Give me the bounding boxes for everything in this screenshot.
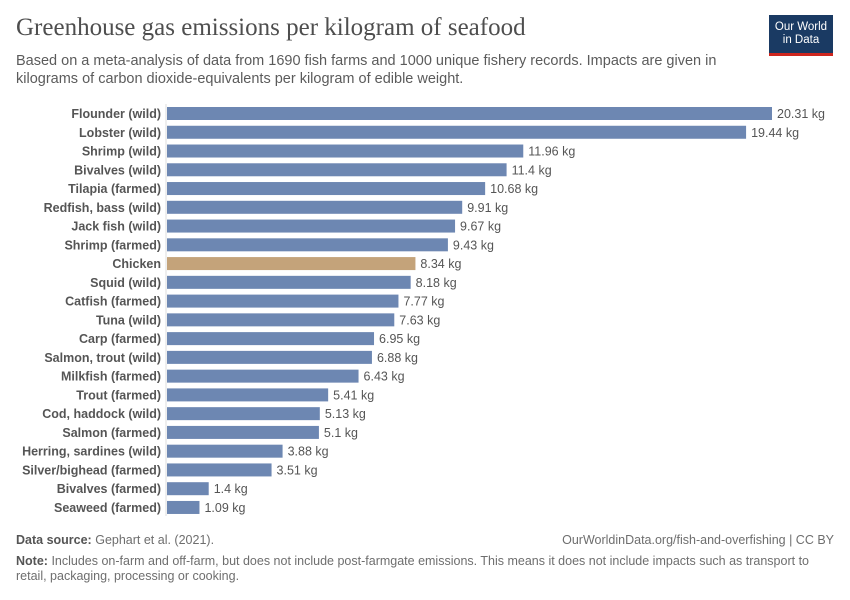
category-label: Trout (farmed) [76, 388, 161, 402]
chart-title: Greenhouse gas emissions per kilogram of… [16, 14, 526, 41]
category-label: Tilapia (farmed) [68, 182, 161, 196]
bar[interactable] [167, 257, 416, 271]
source-label: Data source: [16, 533, 92, 547]
bar[interactable] [167, 107, 772, 120]
bar[interactable] [167, 200, 463, 214]
footer-url[interactable]: OurWorldinData.org/fish-and-overfishing … [562, 533, 834, 547]
value-label: 7.77 kg [403, 295, 444, 309]
value-label: 20.31 kg [777, 107, 825, 121]
value-label: 11.4 kg [512, 163, 552, 177]
bar[interactable] [167, 125, 747, 139]
category-label: Salmon (farmed) [62, 426, 161, 440]
note-text: Includes on-farm and off-farm, but does … [16, 554, 809, 583]
bar[interactable] [167, 388, 329, 402]
value-label: 5.41 kg [333, 388, 374, 402]
category-label: Silver/bighead (farmed) [22, 463, 161, 477]
value-label: 3.51 kg [277, 463, 318, 477]
bar[interactable] [167, 294, 399, 308]
category-label: Shrimp (farmed) [64, 238, 161, 252]
chart-subtitle: Based on a meta-analysis of data from 16… [16, 53, 717, 87]
bar[interactable] [167, 463, 272, 477]
value-label: 6.88 kg [377, 351, 418, 365]
value-label: 6.43 kg [364, 370, 405, 384]
value-label: 3.88 kg [288, 445, 329, 459]
source-link[interactable]: Gephart et al. (2021). [95, 533, 215, 547]
category-label: Milkfish (farmed) [61, 370, 161, 384]
bar[interactable] [167, 163, 507, 177]
category-label: Cod, haddock (wild) [42, 407, 161, 421]
logo-text: Our World in Data [774, 21, 828, 46]
bar[interactable] [167, 182, 486, 196]
category-label: Jack fish (wild) [71, 220, 161, 234]
bar[interactable] [167, 219, 456, 233]
category-label: Carp (farmed) [79, 332, 161, 346]
value-label: 9.91 kg [467, 201, 508, 215]
value-label: 9.67 kg [460, 220, 501, 234]
category-label: Salmon, trout (wild) [44, 351, 161, 365]
value-label: 10.68 kg [490, 182, 538, 196]
category-label: Seaweed (farmed) [54, 501, 161, 515]
category-label: Lobster (wild) [79, 126, 161, 140]
value-label: 8.34 kg [420, 257, 461, 271]
bar[interactable] [167, 332, 375, 346]
note-label: Note: [16, 554, 48, 568]
value-label: 19.44 kg [751, 126, 799, 140]
value-label: 9.43 kg [453, 238, 494, 252]
value-label: 8.18 kg [416, 276, 457, 290]
footnote: Note: Includes on-farm and off-farm, but… [16, 554, 826, 584]
bar[interactable] [167, 500, 200, 514]
category-label: Bivalves (wild) [74, 163, 161, 177]
value-label: 11.96 kg [528, 145, 575, 159]
bar[interactable] [167, 482, 209, 496]
bar[interactable] [167, 238, 448, 252]
bar[interactable] [167, 425, 319, 439]
value-label: 5.1 kg [324, 426, 358, 440]
value-label: 7.63 kg [399, 313, 440, 327]
data-source: Data source: Gephart et al. (2021). [16, 533, 214, 547]
category-label: Squid (wild) [90, 276, 161, 290]
category-label: Tuna (wild) [96, 313, 161, 327]
bar[interactable] [167, 444, 283, 458]
category-label: Shrimp (wild) [82, 145, 161, 159]
owid-logo[interactable]: Our World in Data [769, 15, 833, 56]
bar[interactable] [167, 407, 320, 421]
value-label: 6.95 kg [379, 332, 420, 346]
bar[interactable] [167, 369, 359, 383]
value-label: 1.09 kg [204, 501, 245, 515]
bar[interactable] [167, 275, 411, 289]
value-label: 1.4 kg [214, 482, 248, 496]
category-label: Redfish, bass (wild) [44, 201, 161, 215]
category-label: Catfish (farmed) [65, 295, 161, 309]
bar[interactable] [167, 350, 372, 364]
category-label: Bivalves (farmed) [57, 482, 161, 496]
bar[interactable] [167, 313, 395, 327]
bar[interactable] [167, 144, 524, 158]
category-label: Chicken [112, 257, 161, 271]
category-label: Flounder (wild) [71, 107, 161, 121]
category-label: Herring, sardines (wild) [22, 445, 161, 459]
value-label: 5.13 kg [325, 407, 366, 421]
